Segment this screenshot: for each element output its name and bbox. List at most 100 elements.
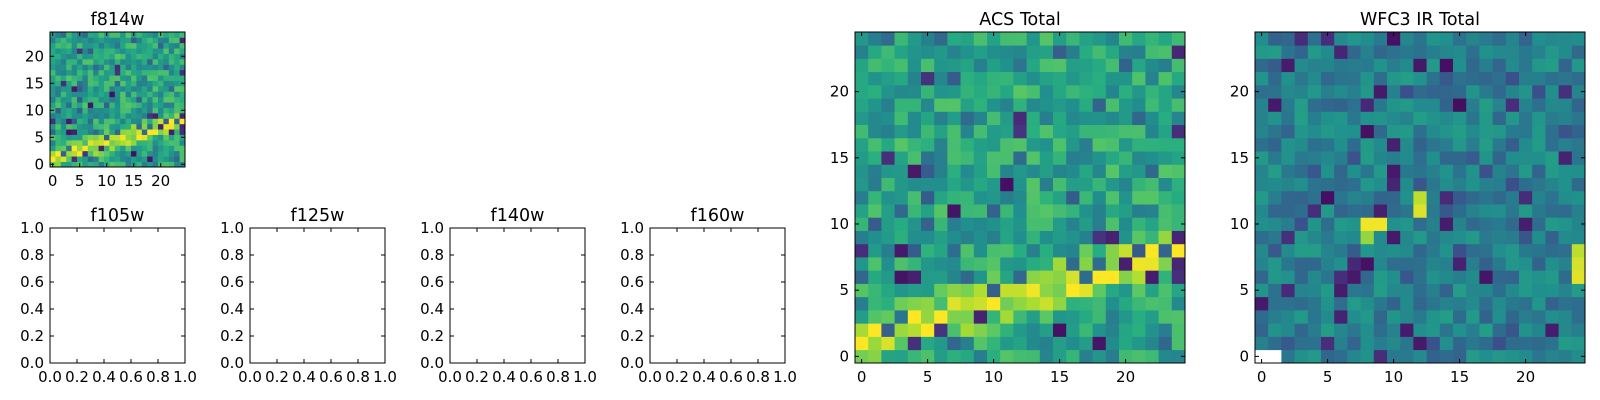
- heatmap-cell: [71, 140, 78, 146]
- heatmap-cell: [1492, 349, 1507, 364]
- heatmap-cell: [1373, 151, 1388, 165]
- heatmap-cell: [136, 134, 143, 141]
- heatmap-cell: [60, 145, 67, 152]
- heatmap-cell: [174, 134, 180, 141]
- heatmap-cell: [1453, 111, 1467, 126]
- heatmap-cell: [1466, 45, 1480, 59]
- heatmap-cell: [1426, 111, 1441, 126]
- heatmap-cell: [973, 349, 988, 364]
- heatmap-cell: [1558, 243, 1573, 258]
- heatmap-cell: [125, 42, 132, 49]
- heatmap-cell: [987, 58, 1001, 73]
- heatmap-cell: [109, 59, 116, 65]
- heatmap-cell: [1492, 310, 1507, 324]
- heatmap-cell: [1505, 257, 1520, 271]
- heatmap-cell: [114, 96, 121, 103]
- heatmap-cell: [1255, 32, 1269, 46]
- heatmap-cell: [168, 129, 175, 135]
- heatmap-cell: [1255, 310, 1269, 324]
- heatmap-cell: [1307, 283, 1322, 298]
- heatmap-cells: [50, 32, 186, 168]
- heatmap-cell: [66, 91, 72, 98]
- panel-title: f125w: [291, 206, 345, 226]
- heatmap-cell: [93, 64, 99, 71]
- heatmap-cell: [1321, 230, 1335, 245]
- heatmap-cell: [174, 150, 180, 157]
- heatmap-cell: [921, 283, 935, 298]
- heatmap-cell: [868, 204, 882, 218]
- heatmap-cell: [82, 80, 89, 87]
- heatmap-cell: [1132, 217, 1146, 231]
- heatmap-cell: [1026, 137, 1041, 152]
- heatmap-cell: [50, 102, 56, 108]
- heatmap-cell: [66, 145, 72, 152]
- heatmap-cell: [855, 190, 869, 205]
- heatmap-cell: [1268, 71, 1282, 86]
- heatmap-cell: [868, 217, 882, 231]
- heatmap-cell: [960, 124, 975, 139]
- heatmap-cell: [1132, 243, 1146, 258]
- heatmap-cell: [1347, 124, 1361, 139]
- heatmap-cell: [987, 230, 1001, 245]
- heatmap-cell: [71, 59, 78, 65]
- heatmap-cell: [1158, 111, 1173, 126]
- heatmap-cell: [131, 134, 137, 141]
- heatmap-cell: [1413, 310, 1427, 324]
- heatmap-cell: [55, 123, 62, 130]
- heatmap-cell: [82, 102, 89, 108]
- heatmap-cell: [1255, 124, 1269, 139]
- heatmap-cell: [1413, 323, 1427, 337]
- heatmap-cell: [1092, 45, 1107, 59]
- heatmap-cell: [120, 102, 126, 108]
- heatmap-cell: [947, 217, 961, 231]
- heatmap-cell: [1079, 177, 1093, 192]
- heatmap-cell: [136, 129, 143, 135]
- heatmap-cell: [894, 71, 909, 86]
- heatmap-cell: [1053, 98, 1067, 112]
- heatmap-cell: [163, 32, 170, 38]
- heatmap-cell: [1013, 137, 1027, 152]
- heatmap-cell: [1294, 71, 1309, 86]
- heatmap-cell: [114, 118, 121, 125]
- heatmap-cell: [1268, 151, 1282, 165]
- heatmap-cell: [881, 243, 895, 258]
- heatmap-cell: [55, 32, 62, 38]
- heatmap-cell: [136, 69, 143, 76]
- heatmap-cell: [1453, 190, 1467, 205]
- heatmap-cell: [1532, 111, 1546, 126]
- heatmap-cell: [1105, 32, 1120, 46]
- heatmap-cell: [1105, 190, 1120, 205]
- heatmap-cell: [71, 69, 78, 76]
- heatmap-cell: [1268, 349, 1282, 364]
- heatmap-cell: [1039, 310, 1054, 324]
- heatmap-cell: [141, 113, 148, 119]
- heatmap-cell: [141, 32, 148, 38]
- heatmap-cell: [1039, 137, 1054, 152]
- heatmap-cell: [93, 96, 99, 103]
- heatmap-cell: [104, 113, 110, 119]
- heatmap-cell: [1307, 296, 1322, 311]
- heatmap-cell: [1132, 296, 1146, 311]
- x-tick-label: 1.0: [373, 368, 397, 386]
- heatmap-cell: [1171, 177, 1186, 192]
- heatmap-cell: [141, 48, 148, 54]
- heatmap-cell: [152, 48, 159, 54]
- heatmap-cell: [82, 37, 89, 44]
- heatmap-cell: [1079, 32, 1093, 46]
- heatmap-cell: [179, 113, 186, 119]
- heatmap-cell: [1545, 98, 1559, 112]
- heatmap-cell: [1334, 137, 1348, 152]
- heatmap-cell: [1492, 98, 1507, 112]
- heatmap-cell: [163, 140, 170, 146]
- heatmap-cell: [1294, 310, 1309, 324]
- heatmap-cell: [1268, 111, 1282, 126]
- heatmap-cell: [77, 48, 83, 54]
- heatmap-cell: [868, 349, 882, 364]
- heatmap-cell: [1334, 151, 1348, 165]
- heatmap-cell: [1360, 111, 1375, 126]
- heatmap-cell: [1519, 336, 1533, 351]
- heatmap-cell: [1453, 177, 1467, 192]
- heatmap-cell: [1545, 204, 1559, 218]
- heatmap-cell: [1505, 296, 1520, 311]
- heatmap-cell: [131, 53, 137, 60]
